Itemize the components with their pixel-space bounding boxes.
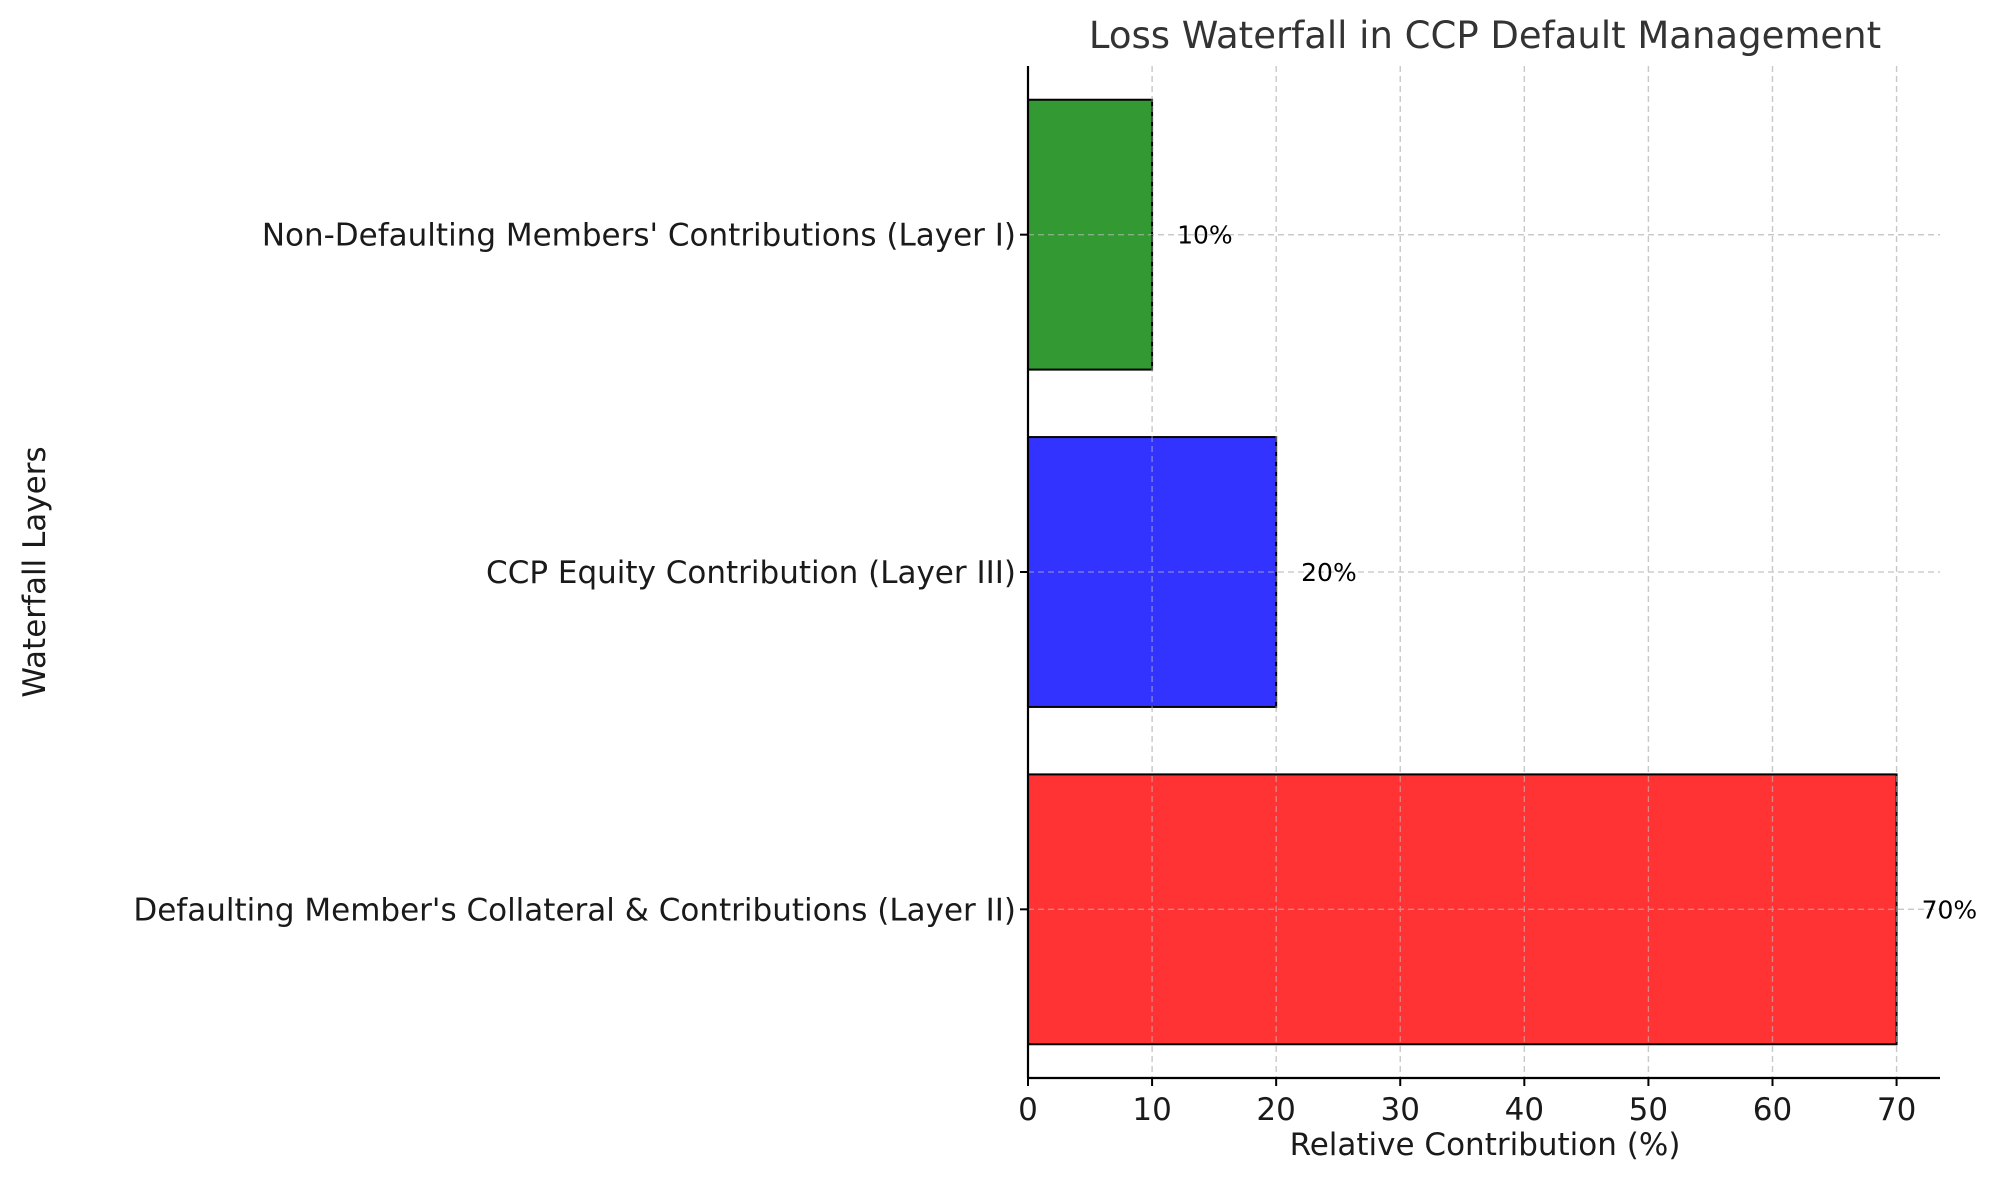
y-axis-label: Waterfall Layers xyxy=(17,446,53,697)
category-label: Defaulting Member's Collateral & Contrib… xyxy=(133,892,1016,928)
category-label: CCP Equity Contribution (Layer III) xyxy=(486,555,1016,591)
x-tick-label: 60 xyxy=(1753,1092,1792,1128)
data-label: 20% xyxy=(1301,558,1357,587)
x-tick-label: 40 xyxy=(1505,1092,1544,1128)
data-label: 70% xyxy=(1922,895,1978,924)
x-tick-label: 20 xyxy=(1256,1092,1295,1128)
x-tick-label: 70 xyxy=(1877,1092,1916,1128)
x-tick-label: 50 xyxy=(1629,1092,1668,1128)
x-axis-label: Relative Contribution (%) xyxy=(1290,1127,1681,1163)
axes xyxy=(1020,66,1940,1086)
bars xyxy=(1027,66,1940,1078)
category-label: Non-Defaulting Members' Contributions (L… xyxy=(262,218,1016,254)
data-label: 10% xyxy=(1177,221,1233,250)
x-tick-label: 30 xyxy=(1381,1092,1420,1128)
x-tick-label: 0 xyxy=(1018,1092,1038,1128)
labels: 0 10 20 30 40 50 60 70 Defaulting Member's Colla… xyxy=(133,218,1977,1128)
x-tick-label: 10 xyxy=(1132,1092,1171,1128)
chart-title: Loss Waterfall in CCP Default Management xyxy=(1089,14,1881,57)
